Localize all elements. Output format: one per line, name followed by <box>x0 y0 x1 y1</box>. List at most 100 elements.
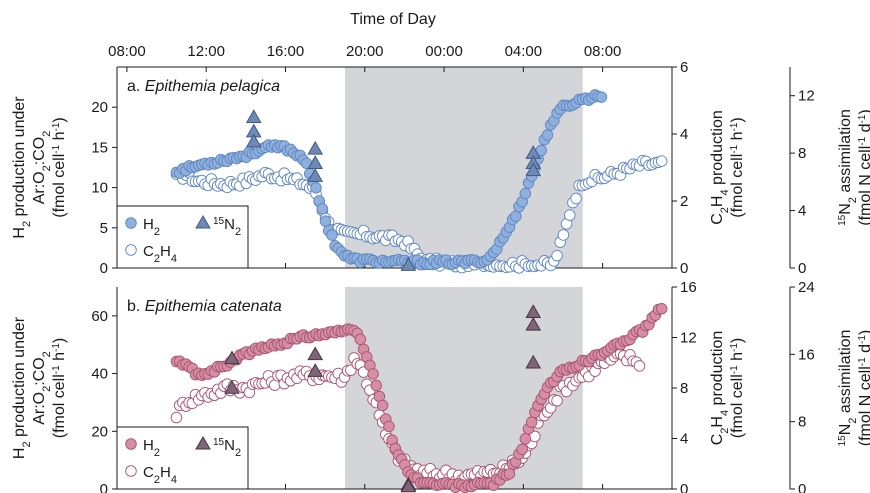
c2h4-point <box>557 229 570 241</box>
y-left-tick-label: 0 <box>100 260 108 277</box>
h2-point <box>326 229 338 241</box>
y-right1-label-line2: (fmol cell-1 h-1) <box>729 338 747 439</box>
time-tick-label: 12:00 <box>187 43 225 60</box>
y-right1-tick-label: 2 <box>680 193 688 210</box>
y-right2-tick-label: 24 <box>798 279 815 296</box>
c2h4-point <box>633 360 646 372</box>
y-left-tick-label: 5 <box>100 220 108 237</box>
n15-point <box>307 346 324 361</box>
y-right2-label-line1: 15N2 assimilation <box>837 330 860 447</box>
y-right1-tick-label: 8 <box>680 380 688 397</box>
y-right1-label-line2: (fmol cell-1 h-1) <box>729 117 747 218</box>
y-left-tick-label: 10 <box>91 180 108 197</box>
y-right2-axis-label: 15N2 assimilation(fmol N cell-1 d-1) <box>837 330 870 447</box>
y-right1-label-line1: C2H4 production <box>709 110 731 225</box>
y-right2-tick-label: 4 <box>798 203 806 220</box>
n15-point <box>307 140 324 155</box>
panel-label: a. Epithemia pelagica <box>127 78 280 95</box>
c2h4-point <box>563 209 576 221</box>
y-right2-tick-label: 8 <box>798 414 806 431</box>
legend-h2-label: H2 <box>143 216 160 238</box>
h2-point <box>516 443 528 456</box>
c2h4-point <box>551 394 563 407</box>
y-left-label-line3: (fmol cell-1 h-1) <box>51 338 69 439</box>
n15-point <box>307 168 324 182</box>
legend-n15-marker <box>195 215 211 229</box>
h2-point <box>310 182 322 194</box>
h2-point <box>525 416 538 428</box>
h2-point <box>595 91 608 103</box>
y-right1-tick-label: 12 <box>680 330 697 347</box>
legend-box <box>116 205 249 269</box>
y-right1-label-line1: C2H4 production <box>709 331 731 446</box>
panel-label: b. Epithemia catenata <box>127 298 282 315</box>
c2h4-point <box>551 249 563 262</box>
y-left-tick-label: 20 <box>91 423 108 440</box>
time-tick-label: 08:00 <box>108 43 146 60</box>
n15-point <box>400 478 417 493</box>
legend-c2h4-label: C2H4 <box>143 464 177 486</box>
y-right1-tick-label: 4 <box>680 126 688 143</box>
legend-h2-marker <box>125 217 137 229</box>
legend-box <box>116 426 249 490</box>
y-right1-tick-label: 16 <box>680 279 697 296</box>
y-left-axis-label: H2 production under Ar:O2:CO2(fmol cell-1… <box>11 316 68 459</box>
y-right1-tick-label: 0 <box>680 481 688 493</box>
y-left-label-line2: Ar:O2:CO2 <box>31 131 53 205</box>
y-right2-axis-label: 15N2 assimilation(fmol N cell-1 d-1) <box>837 109 870 226</box>
y-right2-tick-label: 16 <box>798 346 815 363</box>
y-right1-tick-label: 6 <box>680 59 688 76</box>
y-right2-label-line2: (fmol N cell-1 d-1) <box>857 109 870 226</box>
h2-point <box>510 210 522 222</box>
legend-c2h4-marker <box>125 465 137 477</box>
legend-h2-marker <box>125 438 137 450</box>
h2-point <box>519 187 532 200</box>
y-left-tick-label: 20 <box>91 99 108 116</box>
time-tick-label: 04:00 <box>505 43 543 60</box>
y-left-label-line3: (fmol cell-1 h-1) <box>51 117 69 218</box>
y-left-label-line1: H2 production under <box>11 316 33 459</box>
time-axis: 08:00 12:00 16:00 20:00 00:00 04:00 08:00 <box>108 43 621 60</box>
n15-point <box>307 363 324 377</box>
y-right2-tick-label: 0 <box>798 260 806 277</box>
y-left-tick-label: 0 <box>100 481 108 493</box>
y-right2-tick-label: 12 <box>798 88 815 105</box>
time-tick-label: 00:00 <box>425 43 463 60</box>
legend-n15-label: 15N2 <box>213 216 241 239</box>
y-left-label-line2: Ar:O2:CO2 <box>31 351 53 425</box>
time-tick-label: 20:00 <box>346 43 384 60</box>
n15-point <box>525 354 542 369</box>
y-right2-tick-label: 0 <box>798 481 806 493</box>
chart-title: Time of Day <box>350 11 436 28</box>
y-left-label-line1: H2 production under <box>11 96 33 239</box>
y-right1-tick-label: 0 <box>680 260 688 277</box>
y-right1-axis-label: C2H4 production (fmol cell-1 h-1) <box>709 331 746 446</box>
n15-point <box>224 350 240 365</box>
n15-point <box>224 379 240 394</box>
h2-point <box>319 215 332 227</box>
h2-point <box>370 379 383 392</box>
y-left-tick-label: 40 <box>91 366 108 383</box>
panel-epithemia-catenata: 0 20 40 60 0 4 8 12 16 0 8 16 24 H2 production under A… <box>11 279 870 493</box>
y-right1-axis-label: C2H4 production (fmol cell-1 h-1) <box>709 110 746 225</box>
c2h4-point <box>570 192 582 205</box>
legend-c2h4-marker <box>125 244 137 256</box>
h2-point <box>316 203 329 215</box>
h2-point <box>655 302 668 315</box>
y-right2-tick-label: 8 <box>798 145 806 162</box>
h2-point <box>503 468 516 480</box>
time-tick-label: 16:00 <box>267 43 305 60</box>
n15-point <box>525 316 542 331</box>
n15-point <box>245 109 262 123</box>
y-right1-tick-label: 4 <box>680 431 688 448</box>
y-right2-label-line1: 15N2 assimilation <box>837 109 860 226</box>
panel-epithemia-pelagica: 0 5 10 15 20 0 2 4 6 0 4 8 12 H2 production under Ar:O… <box>11 59 870 277</box>
c2h4-point <box>170 411 183 424</box>
legend-c2h4-label: C2H4 <box>143 243 177 265</box>
h2-point <box>354 333 367 346</box>
n15-point <box>400 257 417 271</box>
h2-point <box>519 433 532 445</box>
h2-point <box>383 420 395 433</box>
legend-n15-marker <box>195 436 211 450</box>
